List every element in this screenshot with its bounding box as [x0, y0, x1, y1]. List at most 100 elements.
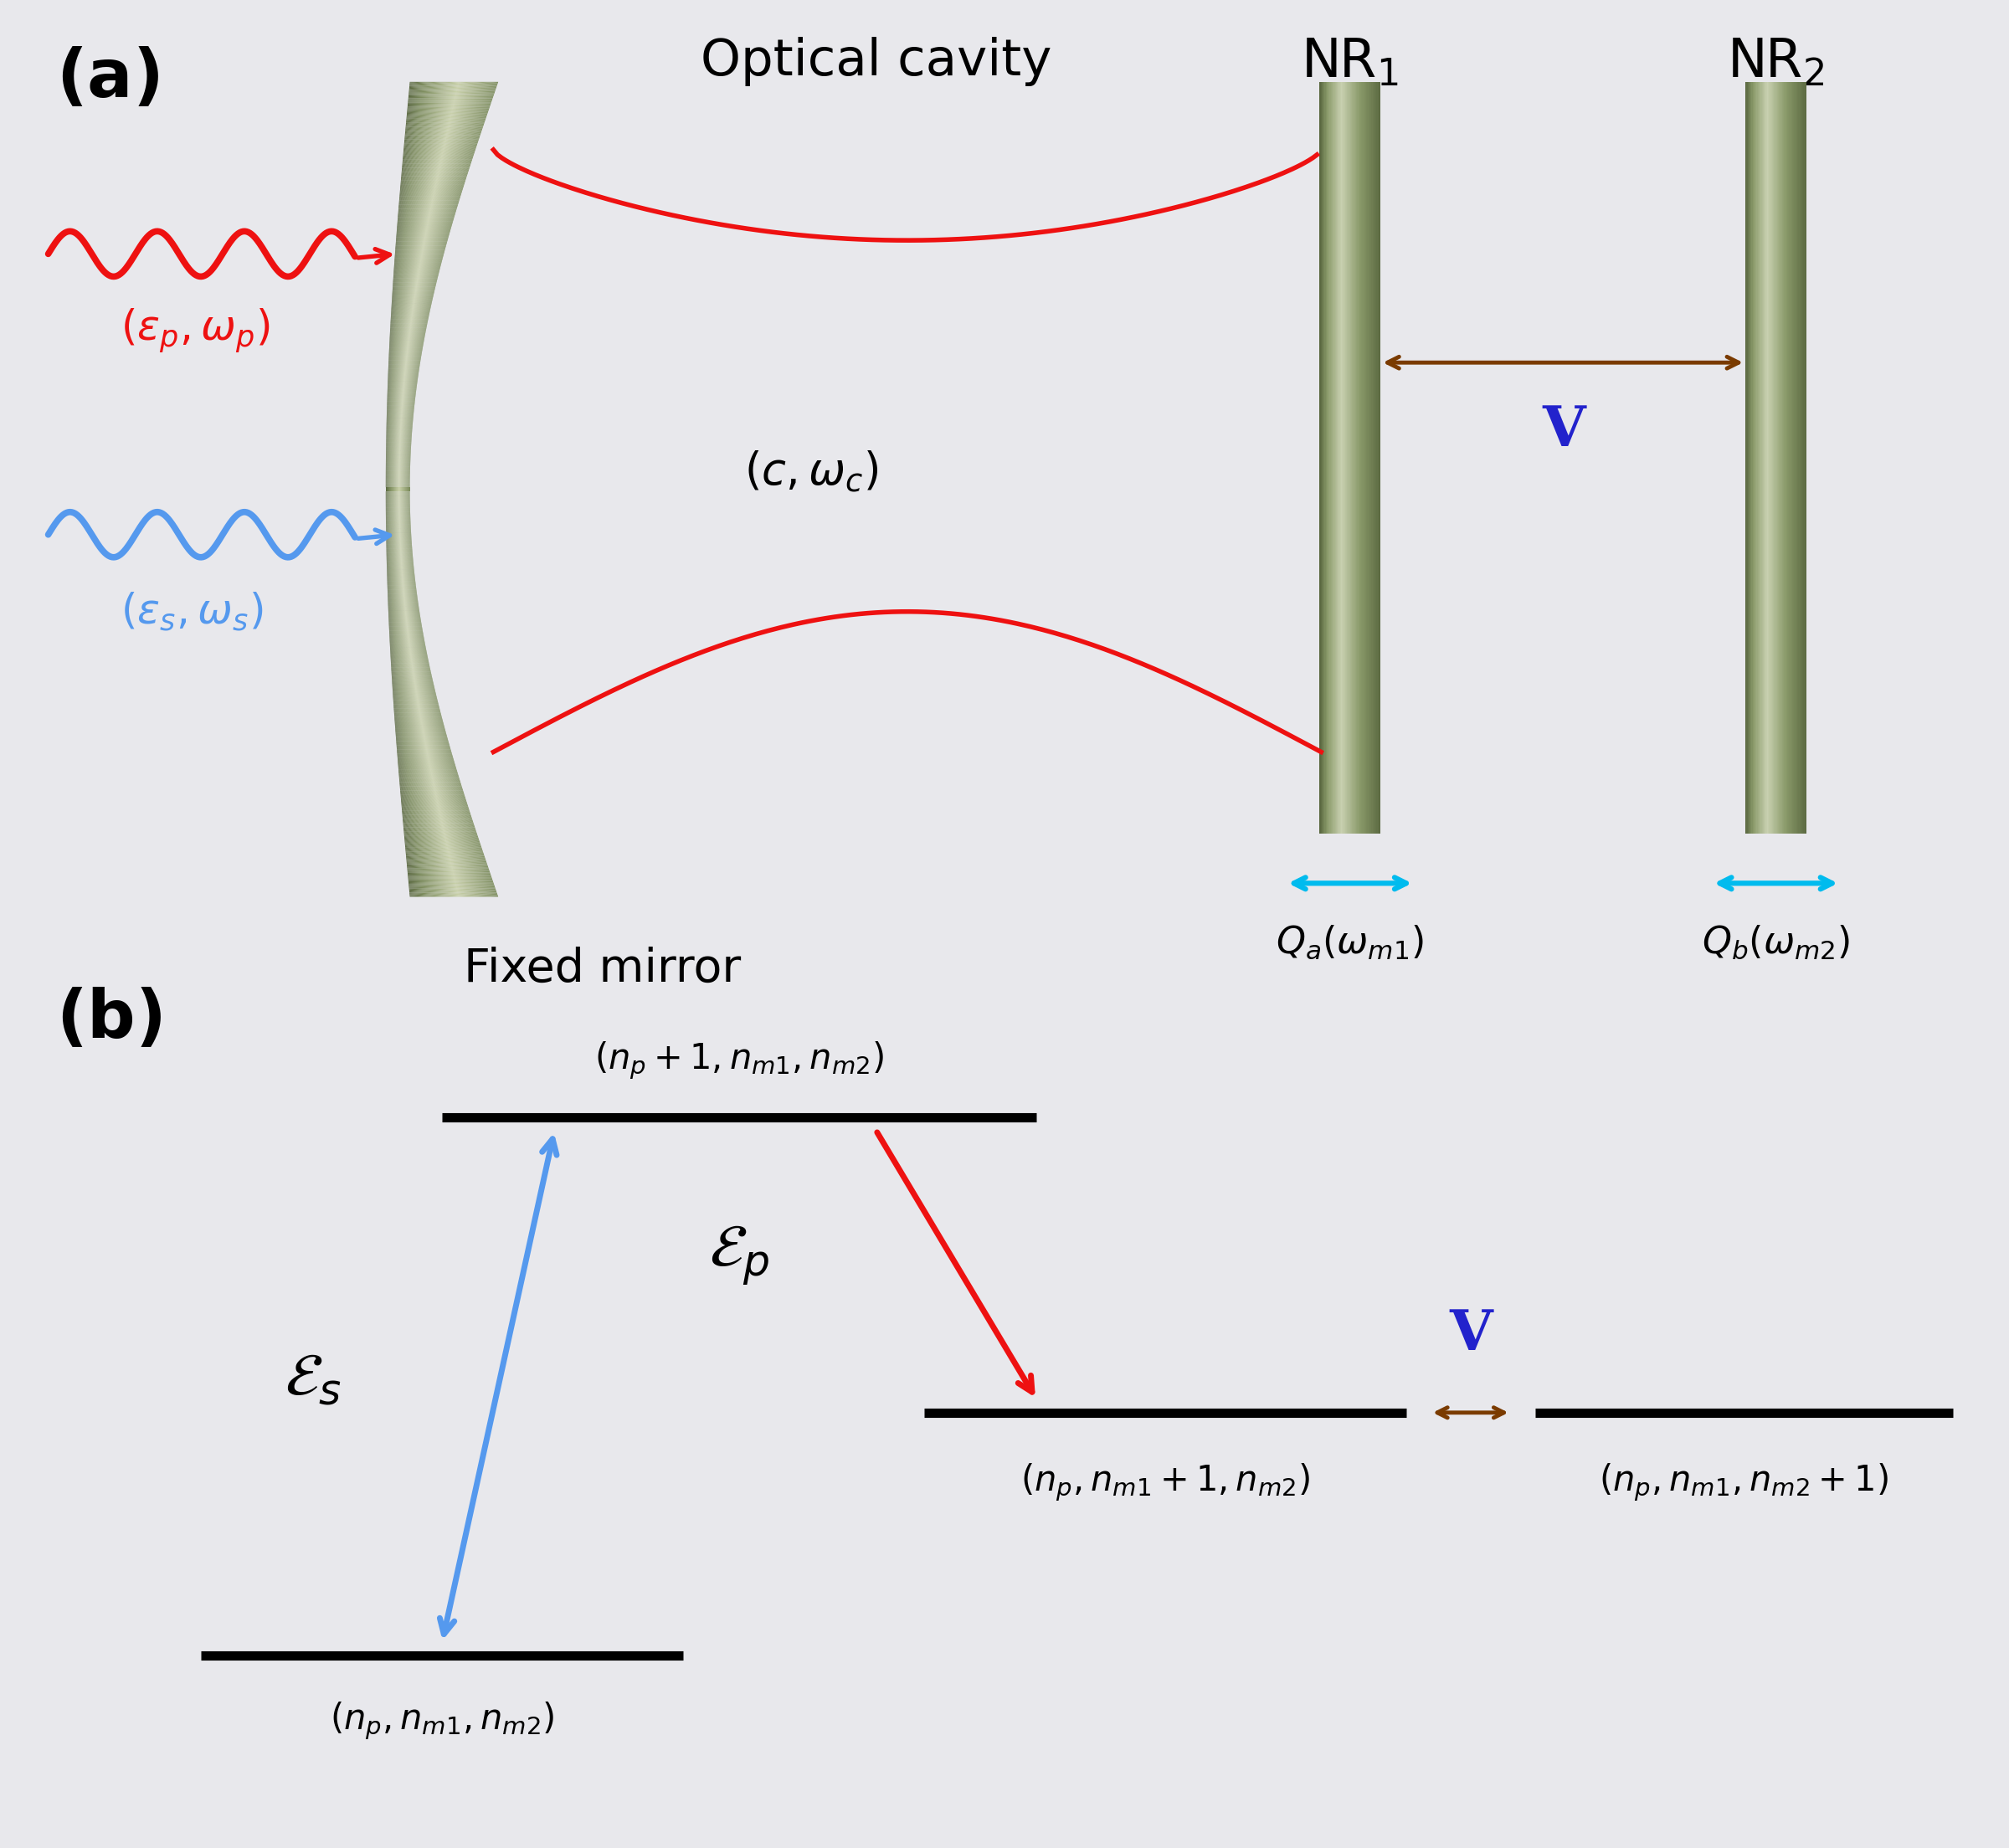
Polygon shape [482, 885, 484, 889]
Polygon shape [484, 98, 486, 102]
Polygon shape [486, 98, 488, 102]
Polygon shape [482, 107, 484, 111]
Polygon shape [484, 102, 486, 107]
Polygon shape [492, 885, 494, 889]
Polygon shape [472, 131, 474, 135]
Polygon shape [482, 872, 484, 876]
Polygon shape [484, 880, 486, 885]
Polygon shape [490, 87, 494, 91]
Polygon shape [490, 876, 492, 880]
Polygon shape [486, 893, 488, 896]
Polygon shape [476, 144, 478, 148]
Polygon shape [474, 835, 476, 839]
Polygon shape [486, 98, 490, 102]
Polygon shape [488, 880, 490, 885]
Polygon shape [476, 876, 480, 880]
Polygon shape [478, 856, 480, 859]
Polygon shape [480, 128, 482, 131]
Polygon shape [476, 872, 478, 876]
Polygon shape [484, 118, 486, 122]
Polygon shape [480, 893, 484, 896]
Polygon shape [470, 148, 472, 152]
Polygon shape [478, 889, 480, 893]
Text: Optical cavity: Optical cavity [701, 37, 1051, 87]
Polygon shape [482, 102, 484, 107]
Polygon shape [494, 81, 496, 87]
Polygon shape [472, 128, 474, 131]
Polygon shape [472, 122, 474, 128]
Polygon shape [476, 107, 478, 111]
Polygon shape [480, 843, 482, 848]
Polygon shape [478, 94, 480, 98]
Polygon shape [488, 885, 490, 889]
Polygon shape [474, 131, 476, 135]
Polygon shape [480, 869, 482, 872]
Polygon shape [476, 111, 478, 115]
Polygon shape [484, 81, 486, 87]
Polygon shape [474, 139, 476, 144]
Polygon shape [474, 91, 476, 94]
Polygon shape [472, 852, 474, 856]
Polygon shape [472, 819, 474, 822]
Polygon shape [476, 115, 478, 118]
Polygon shape [476, 893, 478, 896]
Polygon shape [490, 880, 492, 885]
Polygon shape [474, 111, 476, 115]
Polygon shape [476, 889, 478, 893]
Polygon shape [494, 889, 496, 893]
Polygon shape [486, 876, 490, 880]
Polygon shape [472, 839, 474, 843]
Polygon shape [476, 91, 478, 94]
Polygon shape [494, 81, 496, 87]
Polygon shape [470, 144, 472, 148]
Polygon shape [472, 118, 474, 122]
Polygon shape [478, 859, 480, 865]
Polygon shape [486, 91, 488, 94]
Polygon shape [488, 876, 490, 880]
Polygon shape [476, 91, 478, 94]
Polygon shape [472, 152, 474, 155]
Polygon shape [476, 843, 478, 848]
Polygon shape [474, 135, 476, 139]
Polygon shape [474, 118, 476, 122]
Polygon shape [480, 115, 482, 118]
Polygon shape [474, 87, 476, 91]
Polygon shape [482, 107, 484, 111]
Polygon shape [476, 869, 480, 872]
Polygon shape [472, 111, 474, 115]
Polygon shape [478, 843, 480, 848]
Polygon shape [486, 876, 488, 880]
Polygon shape [486, 872, 488, 876]
Polygon shape [478, 856, 480, 859]
Polygon shape [476, 856, 478, 859]
Polygon shape [486, 885, 488, 889]
Polygon shape [474, 885, 476, 889]
Polygon shape [476, 111, 478, 115]
Polygon shape [480, 848, 482, 852]
Polygon shape [474, 835, 476, 839]
Polygon shape [492, 885, 496, 889]
Polygon shape [472, 131, 474, 135]
Polygon shape [474, 876, 476, 880]
Polygon shape [476, 94, 478, 98]
Polygon shape [476, 880, 478, 885]
Polygon shape [490, 81, 492, 87]
Polygon shape [476, 839, 478, 843]
Polygon shape [474, 859, 476, 865]
Polygon shape [474, 135, 476, 139]
Polygon shape [478, 876, 480, 880]
Polygon shape [492, 893, 494, 896]
Text: $\mathbf{(a)}$: $\mathbf{(a)}$ [56, 46, 159, 111]
Polygon shape [482, 115, 484, 118]
Polygon shape [480, 889, 482, 893]
Polygon shape [484, 880, 488, 885]
Polygon shape [486, 111, 488, 115]
Polygon shape [478, 87, 480, 91]
Polygon shape [472, 852, 474, 856]
Polygon shape [474, 94, 476, 98]
Polygon shape [476, 107, 480, 111]
Polygon shape [482, 107, 484, 111]
Polygon shape [488, 102, 490, 107]
Polygon shape [484, 869, 486, 872]
Polygon shape [474, 852, 476, 856]
